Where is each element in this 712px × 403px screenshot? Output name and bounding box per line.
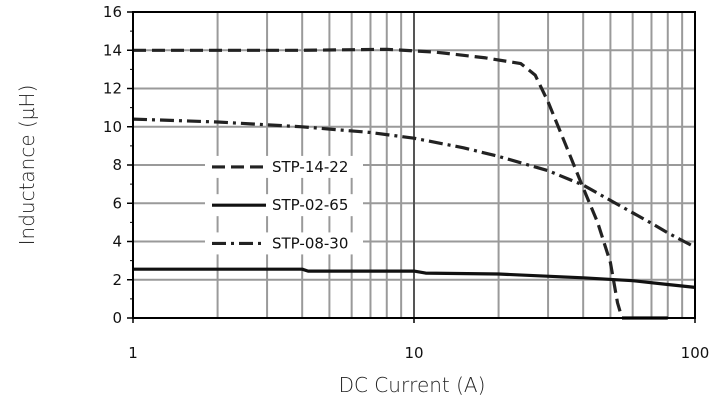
y-tick-label: 4 xyxy=(112,233,122,251)
legend: STP-14-22 STP-02-65 STP-08-30 xyxy=(205,155,363,255)
y-tick-label: 0 xyxy=(112,309,122,327)
y-tick-label: 8 xyxy=(112,156,122,174)
y-tick-label: 6 xyxy=(112,194,122,212)
legend-entry-bg xyxy=(205,155,363,178)
series-line-stp-02-65 xyxy=(133,267,696,289)
y-tick-label: 16 xyxy=(103,3,122,21)
y-tick-label: 12 xyxy=(103,80,122,98)
x-tick-label: 10 xyxy=(404,344,423,362)
legend-label: STP-08-30 xyxy=(272,234,348,252)
y-tick-label: 14 xyxy=(103,41,122,59)
legend-label: STP-02-65 xyxy=(272,196,348,214)
x-tick-label: 1 xyxy=(128,344,138,362)
legend-label: STP-14-22 xyxy=(272,158,348,176)
x-axis-ticks: 1 10 100 xyxy=(128,318,709,362)
y-tick-label: 2 xyxy=(112,271,122,289)
series-line-stp-14-22 xyxy=(133,47,624,319)
x-axis-title: DC Current (A) xyxy=(339,373,486,397)
y-axis-title: Inductance (µH) xyxy=(15,85,39,246)
x-tick-label: 100 xyxy=(681,344,710,362)
legend-entry-bg xyxy=(205,194,363,217)
y-axis-ticks: 0 2 4 6 8 10 12 14 16 xyxy=(103,3,133,327)
y-tick-label: 10 xyxy=(103,118,122,136)
legend-entry-bg xyxy=(205,232,363,255)
series-line-stp-08-30 xyxy=(132,117,696,249)
